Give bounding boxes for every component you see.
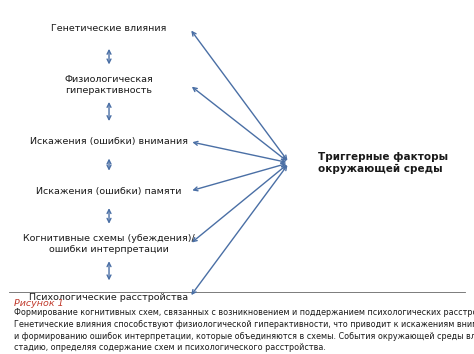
Text: Когнитивные схемы (убеждения)/
ошибки интерпретации: Когнитивные схемы (убеждения)/ ошибки ин…: [23, 234, 195, 254]
Text: Искажения (ошибки) памяти: Искажения (ошибки) памяти: [36, 187, 182, 196]
Text: Формирование когнитивных схем, связанных с возникновением и поддержанием психоло: Формирование когнитивных схем, связанных…: [14, 308, 474, 352]
Text: Рисунок 1: Рисунок 1: [14, 299, 64, 308]
Text: Психологические расстройства: Психологические расстройства: [29, 293, 189, 302]
Text: Триггерные факторы
окружающей среды: Триггерные факторы окружающей среды: [318, 152, 448, 174]
Text: Генетические влияния: Генетические влияния: [51, 24, 167, 33]
Text: Физиологическая
гиперактивность: Физиологическая гиперактивность: [64, 75, 154, 95]
Text: Искажения (ошибки) внимания: Искажения (ошибки) внимания: [30, 137, 188, 146]
